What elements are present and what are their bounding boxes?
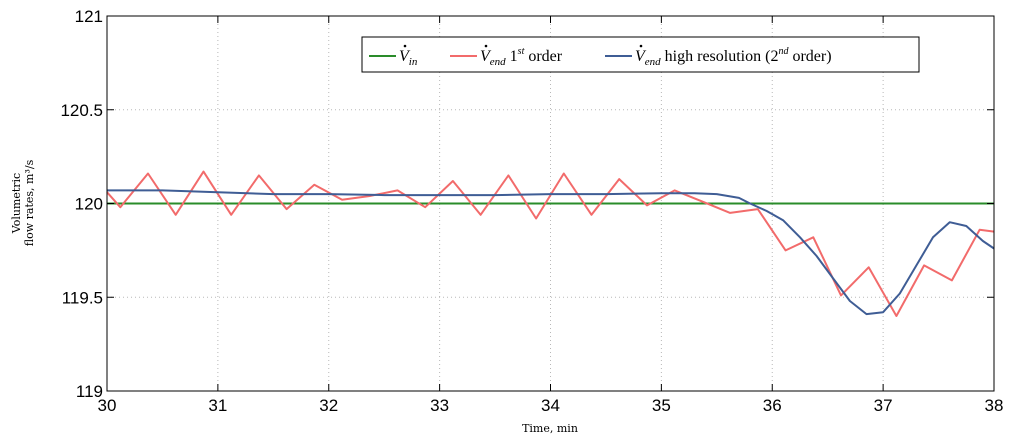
x-axis-label: Time, min [522,422,578,435]
x-tick-label: 33 [430,396,449,415]
legend-label-3: Vend high resolution (2nd order) [635,46,832,68]
x-tick-label: 31 [208,396,227,415]
y-tick-label: 121 [75,7,103,26]
y-axis-label-line2: flow rates, m³/s [23,159,36,246]
series-line-2 [106,170,995,317]
legend-label-2: Vend 1st order [480,46,563,68]
legend-box [361,36,920,73]
y-tick-label: 119.5 [62,288,103,307]
grid-lines [107,16,994,391]
y-axis-label-line1: Volumetric [10,173,23,234]
x-tick-label: 30 [98,396,117,415]
x-tick-label: 32 [319,396,338,415]
x-tick-label: 36 [763,396,782,415]
legend-dot-accent [639,44,643,48]
y-tick-label: 119 [76,382,103,401]
legend-dot-accent [403,44,407,48]
legend: Vin Vend 1st order Vend high resolution (2… [361,36,920,73]
axis-ticks [106,15,995,392]
series-lines [106,170,995,317]
y-tick-label: 120 [75,195,103,214]
legend-label-1: Vin [399,48,418,68]
y-tick-label: 120.5 [60,101,103,120]
x-tick-label: 35 [652,396,671,415]
series-line-3 [107,189,995,316]
tick-labels: 30 31 32 33 34 35 36 37 38 119 119.5 120 120.5 121 [60,7,1003,415]
x-tick-label: 34 [541,396,560,415]
x-tick-label: 37 [874,396,893,415]
x-tick-label: 38 [985,396,1004,415]
legend-dot-accent [484,44,488,48]
